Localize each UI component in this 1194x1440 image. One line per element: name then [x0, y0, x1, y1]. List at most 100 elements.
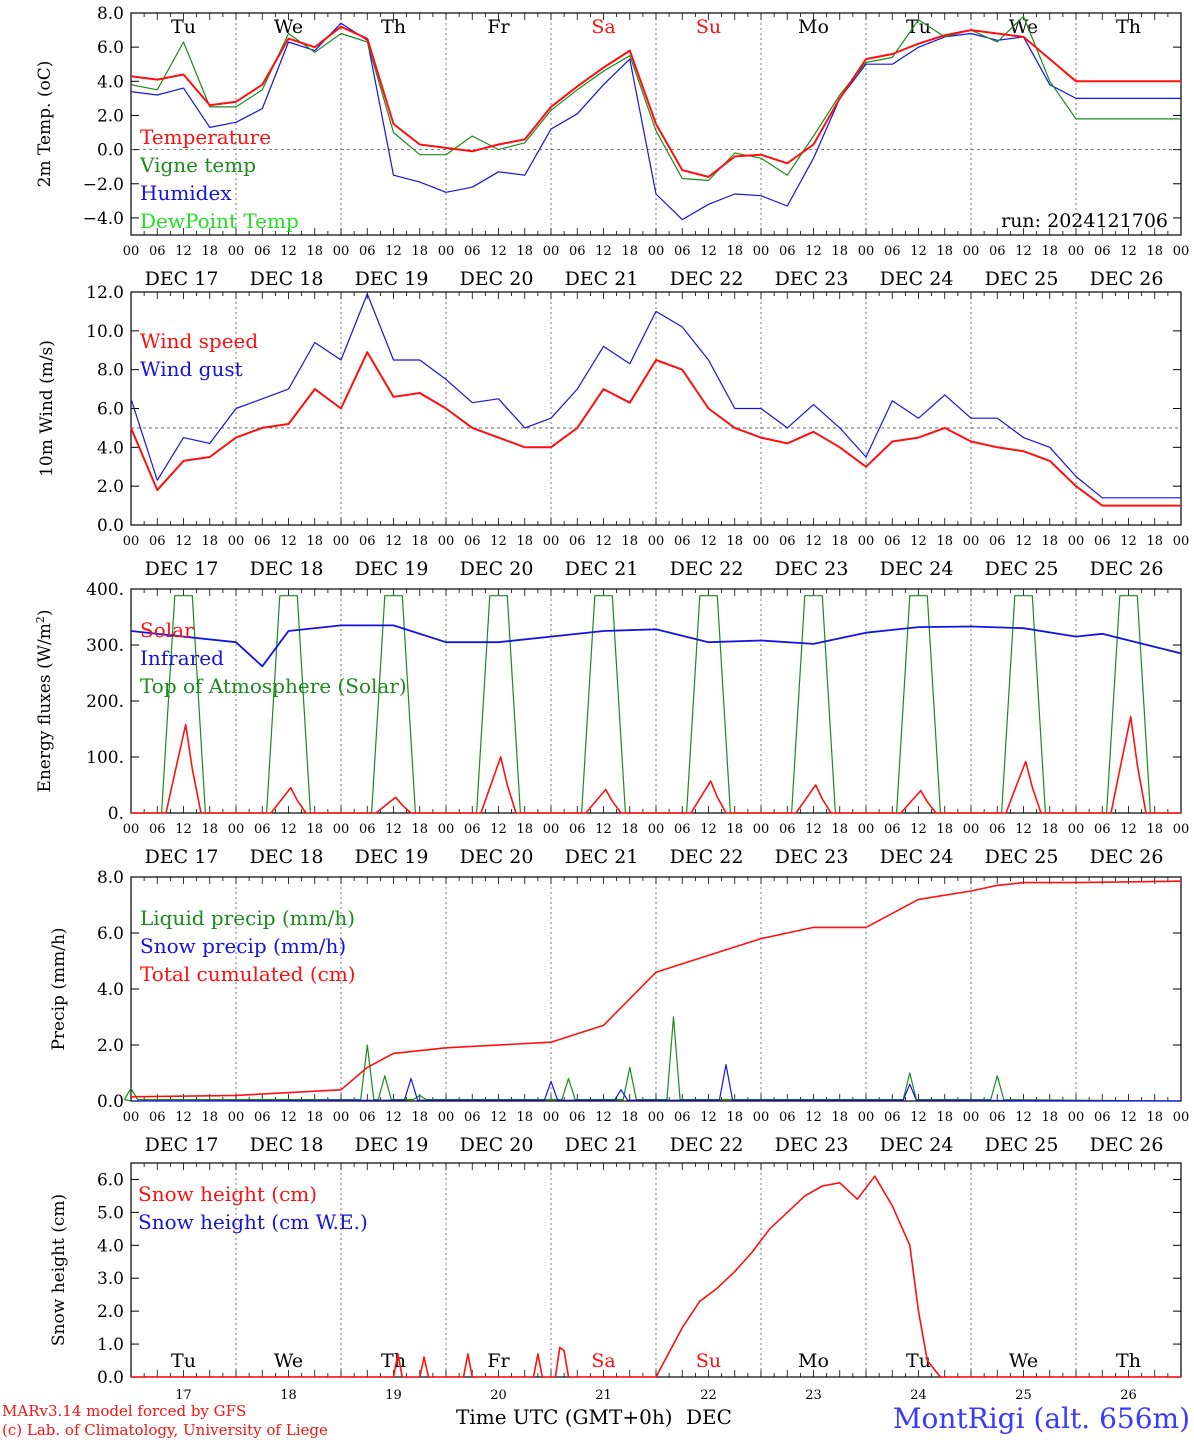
hour-label: 00: [1068, 1110, 1085, 1125]
hour-label: 00: [963, 244, 980, 259]
y-tick-label: 0.: [108, 804, 124, 824]
hour-label: 18: [306, 244, 323, 259]
hour-label: 00: [438, 822, 455, 837]
hour-label: 12: [910, 1110, 927, 1125]
date-label: DEC 24: [880, 1134, 954, 1156]
date-label: DEC 20: [460, 846, 534, 868]
hour-label: 06: [989, 822, 1006, 837]
hour-label: 00: [543, 244, 560, 259]
y-tick-label: 200.: [86, 692, 124, 712]
hour-label: 18: [1041, 822, 1058, 837]
hour-label: 12: [1120, 244, 1137, 259]
hour-label: 00: [228, 1110, 245, 1125]
hour-label: 12: [385, 822, 402, 837]
hour-label: 06: [464, 822, 481, 837]
hour-label: 18: [1041, 534, 1058, 549]
legend-item: Wind gust: [140, 357, 243, 381]
hour-label: 00: [228, 534, 245, 549]
hour-label: 00: [753, 534, 770, 549]
hour-label: 18: [201, 534, 218, 549]
date-number: 17: [175, 1388, 192, 1403]
hour-label: 00: [753, 1110, 770, 1125]
hour-label: 12: [910, 534, 927, 549]
date-label: DEC 25: [985, 268, 1059, 290]
legend-item: Vigne temp: [139, 153, 256, 177]
series-line-blue: [130, 1063, 1182, 1102]
station-title: MontRigi (alt. 656m): [893, 1402, 1190, 1435]
hour-label: 12: [490, 822, 507, 837]
y-tick-label: 6.0: [97, 924, 124, 944]
weekday-label: Su: [696, 1350, 721, 1372]
hour-label: 00: [1068, 822, 1085, 837]
date-number: 21: [595, 1388, 612, 1403]
hour-label: 00: [123, 1110, 140, 1125]
hour-label: 06: [359, 534, 376, 549]
hour-label: 06: [779, 1110, 796, 1125]
series-line-red: [130, 351, 1181, 507]
y-tick-label: 8.0: [97, 868, 124, 888]
hour-label: 12: [175, 822, 192, 837]
hour-label: 12: [910, 822, 927, 837]
hour-label: 12: [700, 822, 717, 837]
weekday-label: Fr: [487, 16, 510, 38]
footer: Time UTC (GMT+0h) DEC MARv3.14 model force…: [2, 1402, 1190, 1439]
panel-3: 400. 300. 200. 100. 0. Energy fluxes (W/m2) 00…: [34, 580, 1190, 868]
date-label: DEC 21: [565, 846, 639, 868]
hour-label: 12: [490, 244, 507, 259]
y-tick-label: 400.: [86, 580, 124, 600]
hour-label: 00: [753, 244, 770, 259]
date-label: DEC 24: [880, 268, 954, 290]
hour-label: 00: [1173, 244, 1190, 259]
hour-label: 06: [149, 244, 166, 259]
date-label: DEC 26: [1090, 1134, 1164, 1156]
date-label: DEC 19: [355, 558, 429, 580]
hour-label: 06: [779, 244, 796, 259]
y-tick-label: 300.: [86, 636, 124, 656]
y-tick-label: 0.0: [97, 1092, 124, 1112]
hour-label: 18: [411, 244, 428, 259]
hour-label: 00: [648, 244, 665, 259]
hour-label: 18: [411, 822, 428, 837]
date-label: DEC 20: [460, 558, 534, 580]
hour-label: 00: [333, 822, 350, 837]
y-tick-label: 8.0: [97, 361, 124, 381]
hour-label: 12: [175, 534, 192, 549]
hour-label: 12: [805, 1110, 822, 1125]
y-tick-label: 4.0: [97, 1236, 124, 1256]
y-axis-label: Snow height (cm): [49, 1194, 69, 1346]
panel-4: 8.0 6.0 4.0 2.0 0.0 Precip (mm/h) 00 06 12 18 00 06…: [49, 868, 1189, 1156]
series-line-red: [130, 880, 1182, 1098]
hour-label: 18: [306, 534, 323, 549]
date-label: DEC 26: [1090, 846, 1164, 868]
hour-label: 00: [648, 534, 665, 549]
hour-label: 12: [910, 244, 927, 259]
hour-label: 06: [149, 534, 166, 549]
weekday-label: Th: [1116, 1350, 1141, 1372]
weekday-label: Mo: [798, 16, 829, 38]
weekday-label: We: [274, 1350, 303, 1372]
hour-label: 18: [516, 534, 533, 549]
weekday-label: Sa: [591, 1350, 615, 1372]
weekday-label: Tu: [906, 16, 931, 38]
hour-label: 06: [989, 534, 1006, 549]
hour-label: 00: [858, 534, 875, 549]
hour-label: 12: [490, 1110, 507, 1125]
date-label: DEC 21: [565, 268, 639, 290]
y-tick-label: 2.0: [97, 477, 124, 497]
y-tick-label: 8.0: [97, 4, 124, 24]
legend-item: Humidex: [140, 181, 232, 205]
date-label: DEC 18: [250, 558, 324, 580]
y-tick-label: −4.0: [83, 209, 124, 229]
hour-label: 18: [411, 1110, 428, 1125]
month-label: DEC: [686, 1405, 732, 1429]
hour-label: 12: [280, 822, 297, 837]
hour-label: 06: [674, 534, 691, 549]
panel-5: 6.0 5.0 4.0 3.0 2.0 1.0 0.0 Snow height (cm) Tu W…: [49, 1162, 1182, 1403]
hour-label: 12: [805, 822, 822, 837]
y-tick-label: 1.0: [97, 1335, 124, 1355]
date-number: 19: [385, 1388, 402, 1403]
hour-label: 12: [1015, 534, 1032, 549]
series-line-blue: [130, 22, 1181, 221]
hour-label: 18: [936, 822, 953, 837]
